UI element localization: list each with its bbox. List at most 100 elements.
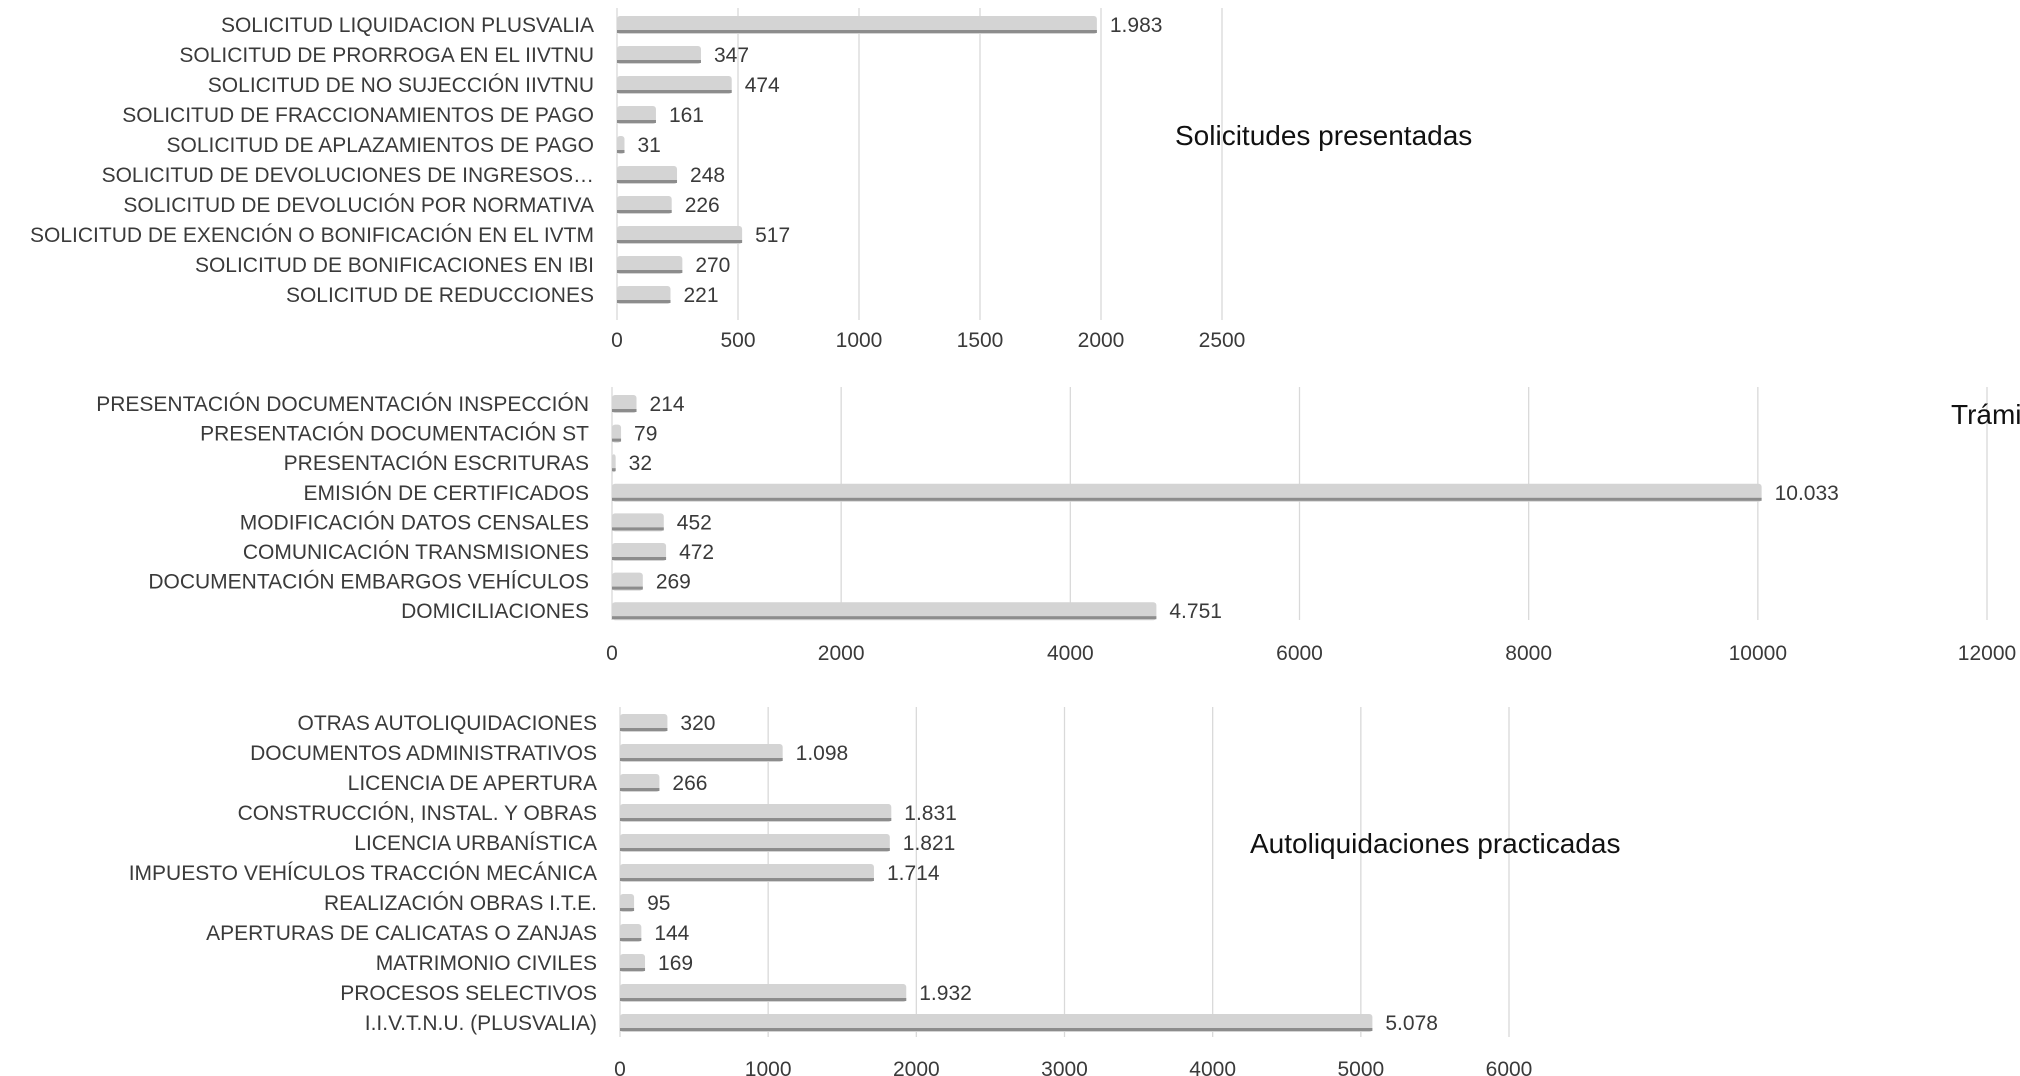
data-label: 169	[658, 952, 693, 975]
bar	[620, 714, 668, 732]
bar	[617, 136, 625, 154]
x-tick-label: 0	[606, 642, 618, 665]
data-label: 221	[683, 284, 718, 307]
bar-shade	[620, 848, 890, 851]
x-tick-label: 2500	[1199, 329, 1246, 352]
bar	[617, 196, 672, 214]
bar-shade	[620, 728, 668, 731]
bar	[617, 76, 732, 94]
data-label: 517	[755, 224, 790, 247]
bar	[620, 924, 642, 942]
bar	[620, 804, 892, 822]
category-label: SOLICITUD DE DEVOLUCIONES DE INGRESOS…	[102, 164, 594, 187]
x-tick-label: 5000	[1337, 1058, 1384, 1076]
data-label: 226	[685, 194, 720, 217]
category-label: COMUNICACIÓN TRANSMISIONES	[243, 541, 589, 564]
x-tick-label: 1000	[836, 329, 883, 352]
data-label: 269	[656, 571, 691, 594]
x-tick-label: 1500	[957, 329, 1004, 352]
x-tick-label: 4000	[1189, 1058, 1236, 1076]
bar-shade	[620, 968, 646, 971]
x-tick-label: 500	[720, 329, 755, 352]
bar-shade	[612, 497, 1762, 501]
bar-shade	[612, 438, 622, 442]
chart-title: Solicitudes presentadas	[1175, 120, 1472, 151]
category-label: DOCUMENTOS ADMINISTRATIVOS	[250, 742, 597, 765]
chart-title: Autoliquidaciones practicadas	[1250, 828, 1620, 859]
x-tick-label: 12000	[1958, 642, 2016, 665]
bar	[617, 46, 701, 64]
bar	[612, 602, 1157, 621]
bar	[617, 256, 683, 274]
x-tick-label: 1000	[745, 1058, 792, 1076]
bar	[612, 395, 637, 413]
bar-shade	[617, 180, 678, 183]
bar-shade	[617, 210, 672, 213]
category-label: SOLICITUD LIQUIDACION PLUSVALIA	[221, 14, 594, 37]
data-label: 472	[679, 541, 714, 564]
bar-shade	[617, 300, 671, 303]
bar-shade	[617, 60, 701, 63]
category-label: SOLICITUD DE REDUCCIONES	[286, 284, 594, 307]
bar-shade	[612, 616, 1157, 620]
data-label: 347	[714, 44, 749, 67]
category-label: MATRIMONIO CIVILES	[376, 952, 597, 975]
data-label: 1.983	[1110, 14, 1163, 37]
data-label: 79	[634, 423, 657, 446]
x-tick-label: 6000	[1276, 642, 1323, 665]
bar	[620, 834, 890, 852]
data-label: 214	[650, 393, 685, 416]
x-tick-label: 8000	[1505, 642, 1552, 665]
category-label: PRESENTACIÓN ESCRITURAS	[284, 452, 589, 475]
x-tick-label: 0	[611, 329, 623, 352]
category-label: SOLICITUD DE APLAZAMIENTOS DE PAGO	[167, 134, 595, 157]
data-label: 4.751	[1169, 600, 1222, 623]
bar-shade	[620, 938, 642, 941]
category-label: OTRAS AUTOLIQUIDACIONES	[297, 712, 597, 735]
data-label: 1.714	[887, 862, 940, 885]
bar	[617, 166, 678, 184]
chart-tramites: 0 2000 4000 6000 8000 10000 12000 PRESENTACIÓN …	[96, 387, 2020, 665]
bar-shade	[620, 878, 874, 881]
bar	[617, 286, 671, 304]
bar-shade	[617, 240, 743, 243]
category-label: DOCUMENTACIÓN EMBARGOS VEHÍCULOS	[148, 571, 589, 594]
bar-shade	[617, 90, 732, 93]
bar	[612, 483, 1762, 502]
category-label: SOLICITUD DE PRORROGA EN EL IIVTNU	[179, 44, 594, 67]
bar	[620, 1014, 1373, 1032]
bar-shade	[617, 150, 625, 153]
x-tick-label: 10000	[1729, 642, 1787, 665]
data-label: 144	[654, 922, 689, 945]
bar	[620, 774, 660, 792]
category-label: CONSTRUCCIÓN, INSTAL. Y OBRAS	[238, 802, 597, 825]
bar-shade	[612, 468, 616, 472]
category-label: SOLICITUD DE EXENCIÓN O BONIFICACIÓN EN …	[30, 224, 594, 247]
data-label: 5.078	[1385, 1012, 1438, 1035]
category-label: SOLICITUD DE NO SUJECCIÓN IIVTNU	[208, 74, 594, 97]
category-label: MODIFICACIÓN DATOS CENSALES	[240, 511, 589, 534]
bar-shade	[620, 818, 892, 821]
category-label: DOMICILIACIONES	[401, 600, 589, 623]
data-label: 452	[677, 511, 712, 534]
bar-shade	[617, 120, 656, 123]
bar-shade	[612, 586, 643, 590]
category-label: PRESENTACIÓN DOCUMENTACIÓN ST	[200, 423, 589, 446]
bar	[620, 954, 646, 972]
bar	[612, 454, 616, 473]
category-label: I.I.V.T.N.U. (PLUSVALIA)	[365, 1012, 597, 1035]
category-label: LICENCIA DE APERTURA	[348, 772, 597, 795]
x-tick-label: 0	[614, 1058, 626, 1076]
data-label: 266	[672, 772, 707, 795]
bar-shade	[620, 758, 783, 761]
bar-shade	[612, 527, 664, 531]
data-label: 1.932	[919, 982, 972, 1005]
x-tick-label: 2000	[818, 642, 865, 665]
data-label: 10.033	[1775, 482, 1839, 505]
bar-shade	[620, 1028, 1373, 1031]
x-tick-label: 6000	[1486, 1058, 1533, 1076]
bar-shade	[612, 409, 637, 412]
bar-shade	[617, 270, 683, 273]
bar	[617, 226, 743, 244]
